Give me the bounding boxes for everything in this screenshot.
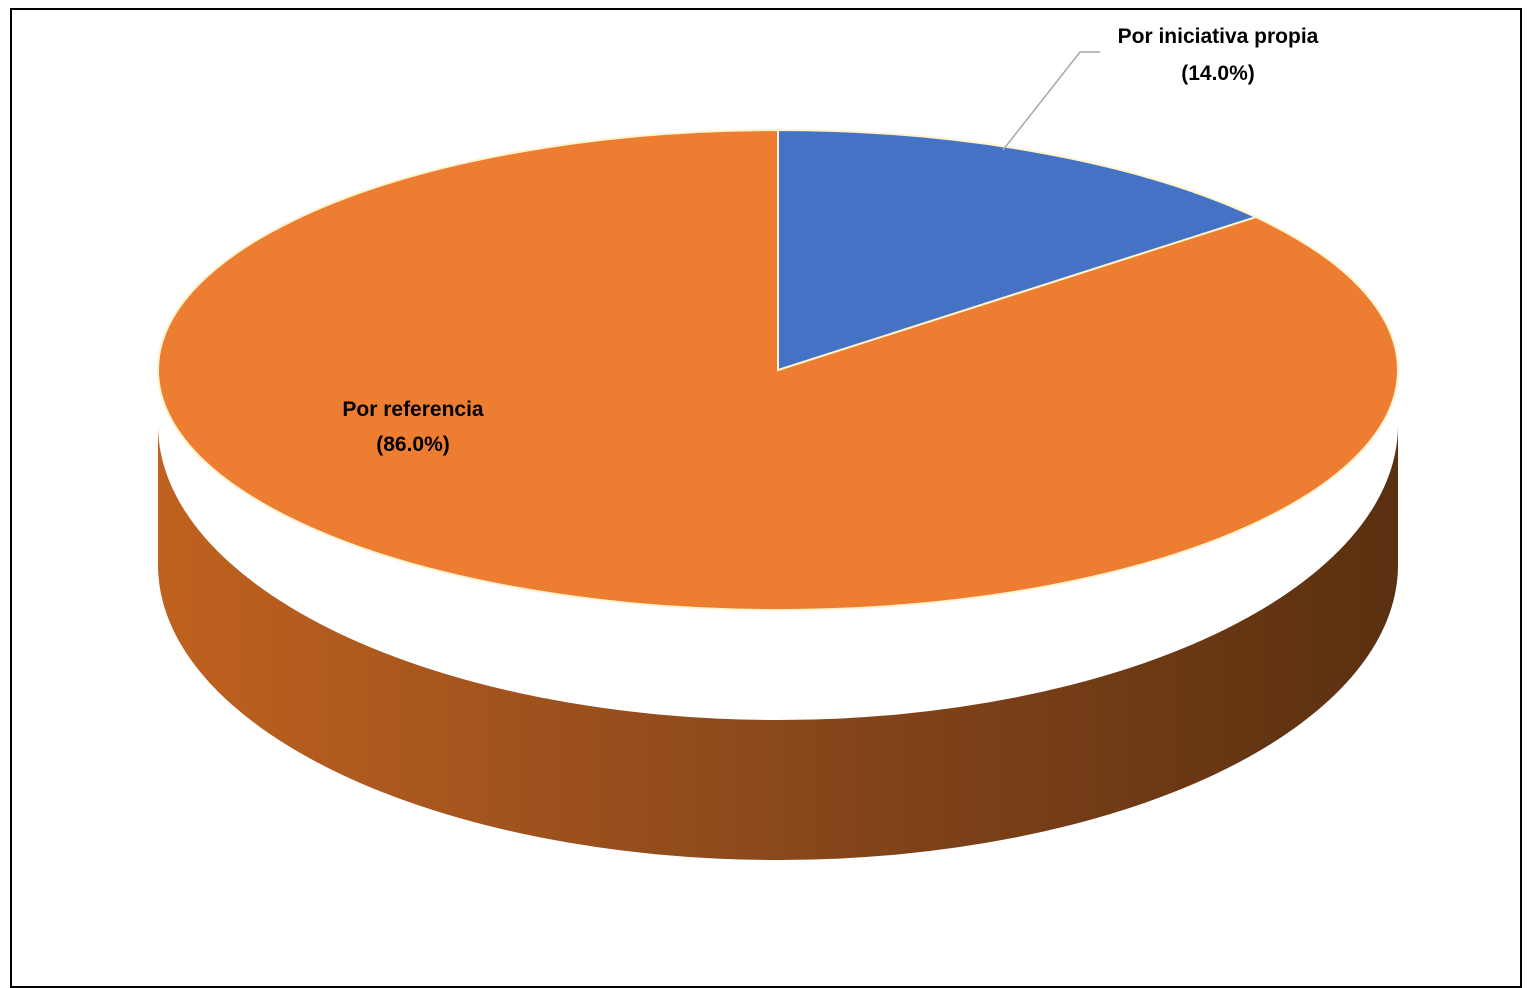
pie-slice-iniciativa: [777, 128, 1259, 372]
data-label-iniciativa-name: Por iniciativa propia: [1118, 25, 1319, 48]
data-label-referencia-value: (86.0%): [376, 433, 450, 456]
pie-side-wall: [158, 425, 1398, 860]
data-label-referencia-name: Por referencia: [342, 398, 484, 421]
leader-line-iniciativa: [1002, 51, 1100, 151]
data-label-iniciativa-value: (14.0%): [1181, 62, 1255, 85]
